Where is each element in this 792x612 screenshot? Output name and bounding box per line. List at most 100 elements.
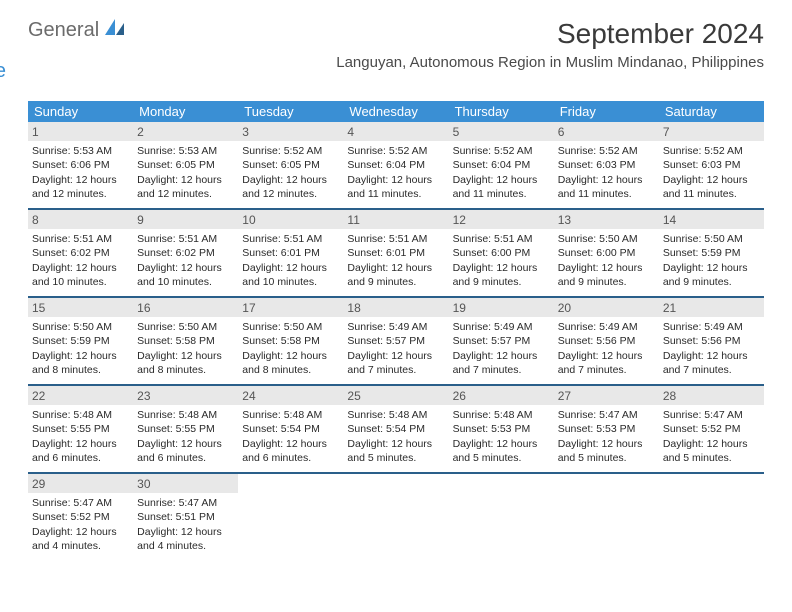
sunrise-text: Sunrise: 5:52 AM xyxy=(558,144,655,158)
calendar-day-cell: 28Sunrise: 5:47 AMSunset: 5:52 PMDayligh… xyxy=(659,386,764,472)
daylight-text: Daylight: 12 hours and 10 minutes. xyxy=(32,261,129,289)
weekday-header: Sunday xyxy=(28,101,133,122)
calendar-day-cell: 14Sunrise: 5:50 AMSunset: 5:59 PMDayligh… xyxy=(659,210,764,296)
calendar-day-cell: 21Sunrise: 5:49 AMSunset: 5:56 PMDayligh… xyxy=(659,298,764,384)
daylight-text: Daylight: 12 hours and 7 minutes. xyxy=(347,349,444,377)
sunrise-text: Sunrise: 5:47 AM xyxy=(137,496,234,510)
sunset-text: Sunset: 6:05 PM xyxy=(242,158,339,172)
day-number: 14 xyxy=(659,210,764,229)
daylight-text: Daylight: 12 hours and 6 minutes. xyxy=(137,437,234,465)
sunrise-text: Sunrise: 5:49 AM xyxy=(558,320,655,334)
calendar-day-cell: 29Sunrise: 5:47 AMSunset: 5:52 PMDayligh… xyxy=(28,474,133,560)
logo-text-general: General xyxy=(28,19,99,41)
weekday-header: Wednesday xyxy=(343,101,448,122)
sunrise-text: Sunrise: 5:48 AM xyxy=(347,408,444,422)
calendar-day-cell: 22Sunrise: 5:48 AMSunset: 5:55 PMDayligh… xyxy=(28,386,133,472)
day-number: 29 xyxy=(28,474,133,493)
calendar-week-row: 22Sunrise: 5:48 AMSunset: 5:55 PMDayligh… xyxy=(28,386,764,474)
sunrise-text: Sunrise: 5:53 AM xyxy=(137,144,234,158)
daylight-text: Daylight: 12 hours and 9 minutes. xyxy=(453,261,550,289)
sunrise-text: Sunrise: 5:47 AM xyxy=(32,496,129,510)
sunrise-text: Sunrise: 5:47 AM xyxy=(663,408,760,422)
day-number: 20 xyxy=(554,298,659,317)
calendar-day-cell: 30 Sunrise: 5:47 AMSunset: 5:51 PMDayligh… xyxy=(133,474,238,560)
logo: General Blue xyxy=(28,18,126,83)
sunset-text: Sunset: 5:59 PM xyxy=(663,246,760,260)
logo-text-blue: Blue xyxy=(0,60,126,83)
sunset-text: Sunset: 5:55 PM xyxy=(137,422,234,436)
day-number: 23 xyxy=(133,386,238,405)
daylight-text: Daylight: 12 hours and 7 minutes. xyxy=(663,349,760,377)
sunrise-text: Sunrise: 5:48 AM xyxy=(242,408,339,422)
calendar-grid: Sunday Monday Tuesday Wednesday Thursday… xyxy=(28,101,764,560)
day-number: 25 xyxy=(343,386,448,405)
sunrise-text: Sunrise: 5:51 AM xyxy=(242,232,339,246)
sunset-text: Sunset: 6:00 PM xyxy=(558,246,655,260)
sunset-text: Sunset: 5:56 PM xyxy=(558,334,655,348)
weeks-container: 1 Sunrise: 5:53 AM Sunset: 6:06 PM Daylight… xyxy=(28,122,764,560)
calendar-day-cell: 1Sunrise: 5:53 AMSunset: 6:06 PMDaylight… xyxy=(28,122,133,208)
day-number: 10 xyxy=(238,210,343,229)
sunset-text: Sunset: 5:51 PM xyxy=(137,510,234,524)
weekday-header: Friday xyxy=(554,101,659,122)
sunset-text: Sunset: 5:53 PM xyxy=(453,422,550,436)
calendar-week-row: 15Sunrise: 5:50 AMSunset: 5:59 PMDayligh… xyxy=(28,298,764,386)
daylight-text: Daylight: 12 hours and 12 minutes. xyxy=(242,173,339,201)
daylight-text: Daylight: 12 hours and 4 minutes. xyxy=(137,525,234,553)
sunset-text: Sunset: 6:03 PM xyxy=(663,158,760,172)
day-number: 30 xyxy=(133,474,238,493)
sunrise-text: Sunrise: 5:51 AM xyxy=(347,232,444,246)
sunset-text: Sunset: 5:56 PM xyxy=(663,334,760,348)
sunset-text: Sunset: 5:53 PM xyxy=(558,422,655,436)
calendar-day-cell: 16Sunrise: 5:50 AMSunset: 5:58 PMDayligh… xyxy=(133,298,238,384)
sunset-text: Sunset: 6:01 PM xyxy=(347,246,444,260)
sunrise-text: Sunrise: 5:51 AM xyxy=(453,232,550,246)
daylight-text: Daylight: 12 hours and 11 minutes. xyxy=(663,173,760,201)
day-number: 12 xyxy=(449,210,554,229)
sunrise-text: Sunrise: 5:50 AM xyxy=(137,320,234,334)
sunset-text: Sunset: 6:05 PM xyxy=(137,158,234,172)
sunset-text: Sunset: 5:52 PM xyxy=(663,422,760,436)
title-block: September 2024 Languyan, Autonomous Regi… xyxy=(336,18,764,71)
daylight-text: Daylight: 12 hours and 8 minutes. xyxy=(137,349,234,377)
sunset-text: Sunset: 5:54 PM xyxy=(347,422,444,436)
daylight-text: Daylight: 12 hours and 9 minutes. xyxy=(558,261,655,289)
day-number: 1 xyxy=(28,122,133,141)
sunrise-text: Sunrise: 5:49 AM xyxy=(453,320,550,334)
calendar-empty-cell xyxy=(659,474,764,560)
weekday-header: Thursday xyxy=(449,101,554,122)
calendar-day-cell: 12Sunrise: 5:51 AMSunset: 6:00 PMDayligh… xyxy=(449,210,554,296)
sunset-text: Sunset: 6:02 PM xyxy=(137,246,234,260)
sunset-text: Sunset: 6:06 PM xyxy=(32,158,129,172)
weekday-header: Monday xyxy=(133,101,238,122)
month-title: September 2024 xyxy=(336,18,764,50)
calendar-day-cell: 7Sunrise: 5:52 AMSunset: 6:03 PMDaylight… xyxy=(659,122,764,208)
sunrise-text: Sunrise: 5:50 AM xyxy=(242,320,339,334)
calendar-day-cell: 26Sunrise: 5:48 AMSunset: 5:53 PMDayligh… xyxy=(449,386,554,472)
daylight-text: Daylight: 12 hours and 5 minutes. xyxy=(558,437,655,465)
day-number: 28 xyxy=(659,386,764,405)
day-number: 6 xyxy=(554,122,659,141)
day-number: 24 xyxy=(238,386,343,405)
calendar-day-cell: 19Sunrise: 5:49 AMSunset: 5:57 PMDayligh… xyxy=(449,298,554,384)
sunset-text: Sunset: 6:04 PM xyxy=(347,158,444,172)
daylight-text: Daylight: 12 hours and 10 minutes. xyxy=(242,261,339,289)
calendar-empty-cell xyxy=(238,474,343,560)
calendar-day-cell: 17Sunrise: 5:50 AMSunset: 5:58 PMDayligh… xyxy=(238,298,343,384)
sunset-text: Sunset: 6:03 PM xyxy=(558,158,655,172)
logo-sail-icon xyxy=(104,18,126,41)
day-number: 8 xyxy=(28,210,133,229)
sunrise-text: Sunrise: 5:50 AM xyxy=(663,232,760,246)
daylight-text: Daylight: 12 hours and 8 minutes. xyxy=(32,349,129,377)
location-text: Languyan, Autonomous Region in Muslim Mi… xyxy=(336,54,764,71)
weekday-header: Saturday xyxy=(659,101,764,122)
day-number: 9 xyxy=(133,210,238,229)
calendar-day-cell: 15Sunrise: 5:50 AMSunset: 5:59 PMDayligh… xyxy=(28,298,133,384)
daylight-text: Daylight: 12 hours and 6 minutes. xyxy=(32,437,129,465)
sunrise-text: Sunrise: 5:48 AM xyxy=(453,408,550,422)
sunset-text: Sunset: 6:04 PM xyxy=(453,158,550,172)
day-number: 13 xyxy=(554,210,659,229)
day-number: 7 xyxy=(659,122,764,141)
calendar-day-cell: 27Sunrise: 5:47 AMSunset: 5:53 PMDayligh… xyxy=(554,386,659,472)
sunset-text: Sunset: 5:54 PM xyxy=(242,422,339,436)
